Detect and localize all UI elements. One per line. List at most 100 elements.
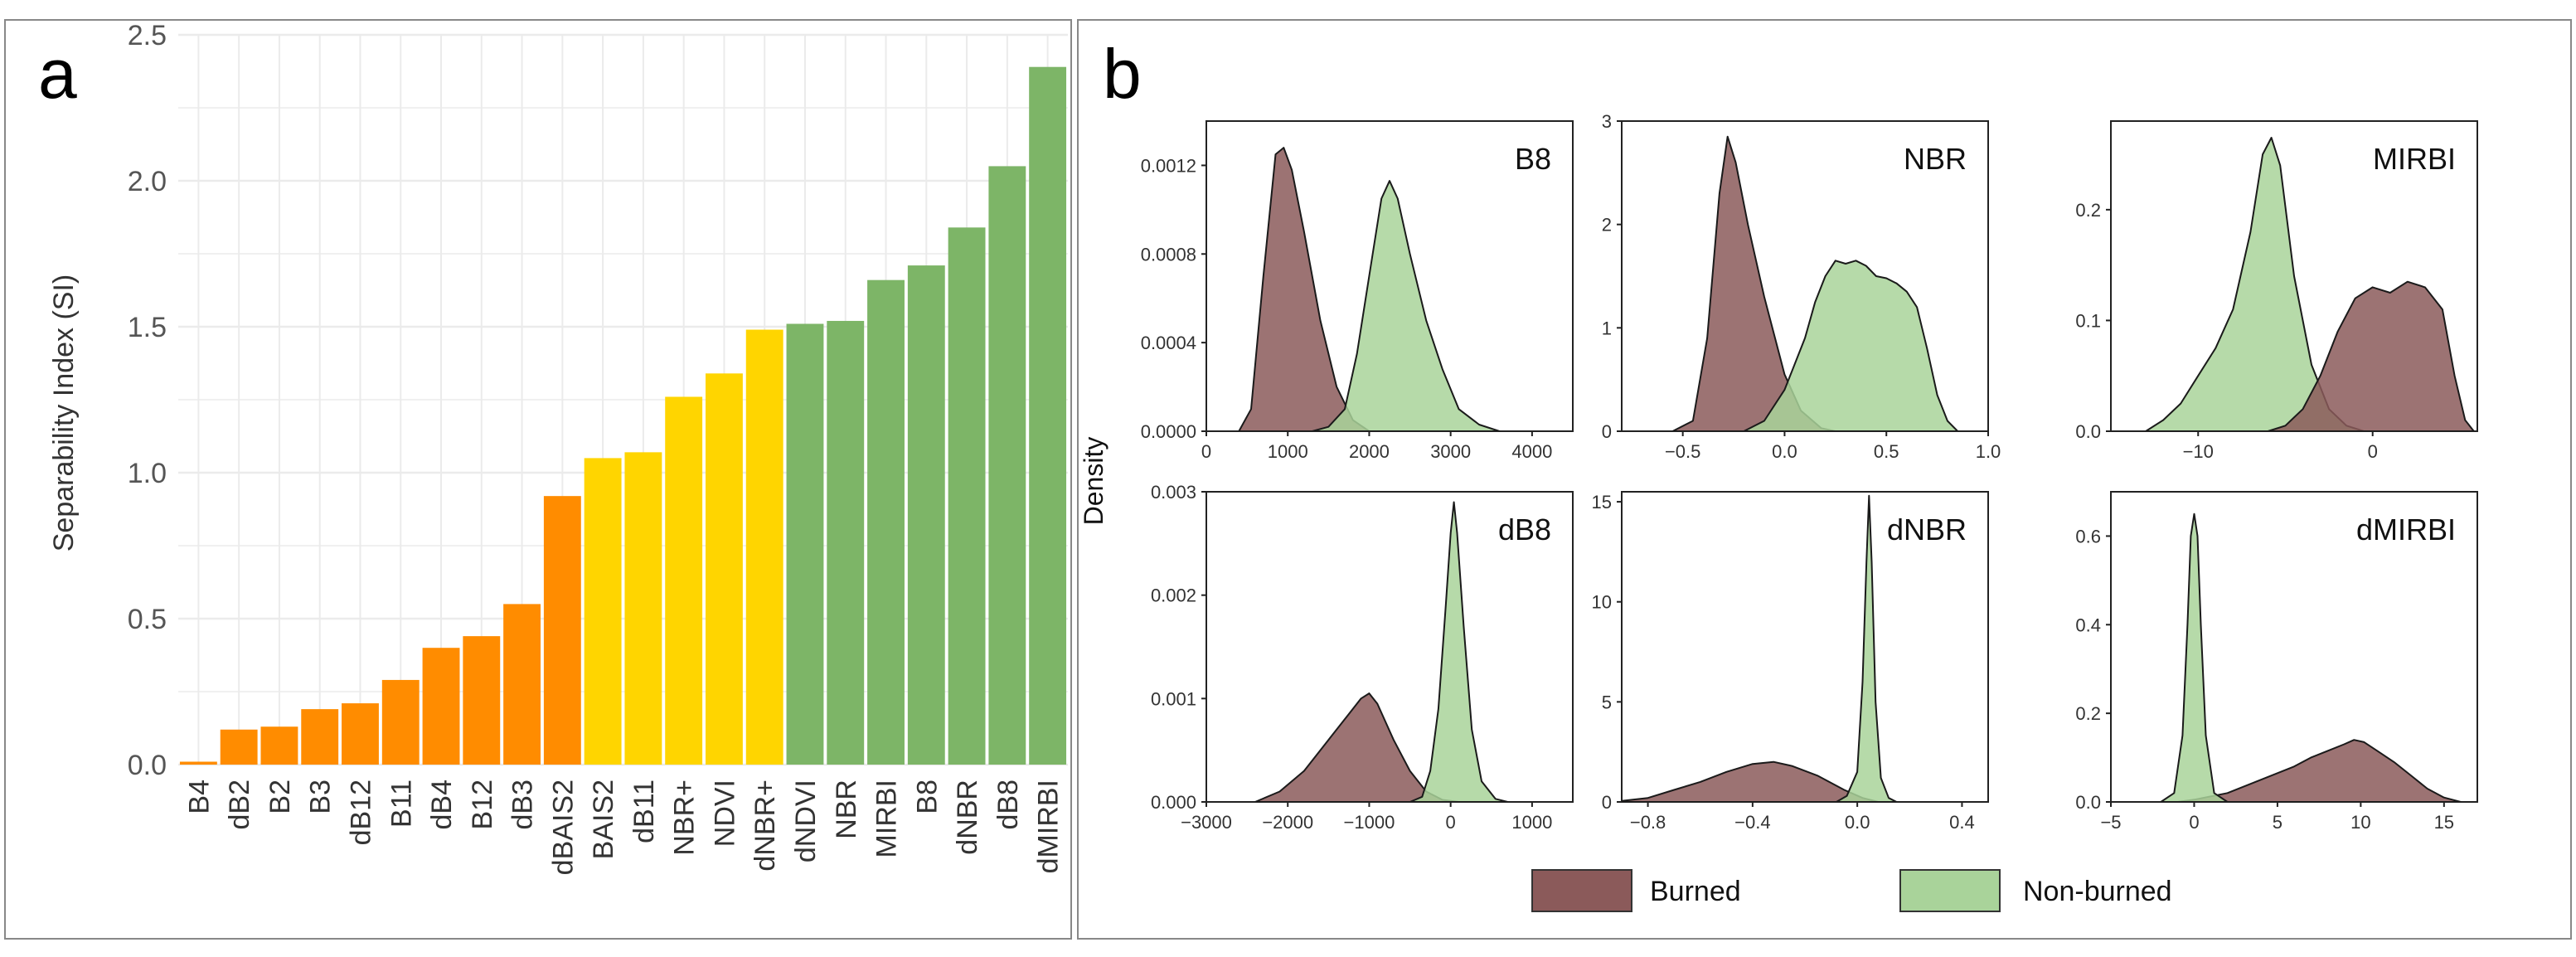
bar-dBAIS2 xyxy=(543,496,581,765)
density-y-tick-label: 2 xyxy=(1602,215,1612,236)
density-x-tick-label: −3000 xyxy=(1181,812,1232,833)
bar-x-tick-label: dNBR xyxy=(952,780,983,855)
bar-x-tick-label: B4 xyxy=(183,780,215,814)
bar-x-tick-label: B12 xyxy=(467,780,498,830)
panel-a-frame xyxy=(4,19,1072,940)
density-panel-border xyxy=(2110,491,2478,803)
bar-dB11 xyxy=(624,452,662,765)
density-panel-dB8: dB8 0.000 0.001 0.002 0.003 −3000 −2000 −1000 0 1… xyxy=(1151,482,1574,833)
density-x-tick-label: 15 xyxy=(2434,812,2454,833)
bar-x-tick-label: dMIRBI xyxy=(1033,780,1065,873)
density-x-tick-label: −10 xyxy=(2183,441,2214,462)
bar-dB2 xyxy=(220,729,258,765)
bar-y-tick-label: 2.0 xyxy=(128,166,167,197)
bar-x-tick-label: dB4 xyxy=(426,780,458,830)
bar-NBR+ xyxy=(665,396,703,765)
density-y-tick-label: 1 xyxy=(1602,318,1612,338)
density-x-tick-label: −0.8 xyxy=(1630,812,1666,833)
panel-b-letter: b xyxy=(1103,35,1142,113)
density-panel-title: dB8 xyxy=(1498,513,1551,547)
bar-B8 xyxy=(907,265,945,765)
density-y-tick-label: 0 xyxy=(1602,421,1612,442)
density-x-tick-label: 3000 xyxy=(1430,441,1471,462)
density-x-tick-label: 0.0 xyxy=(1772,441,1797,462)
density-y-tick-label: 0.6 xyxy=(2075,526,2101,547)
density-x-tick-label: 10 xyxy=(2350,812,2370,833)
density-x-tick-label: 1000 xyxy=(1511,812,1552,833)
density-curve-burned xyxy=(2176,739,2462,802)
bar-x-tick-label: MIRBI xyxy=(871,780,903,857)
density-x-tick-label: 0.4 xyxy=(1949,812,1975,833)
density-y-axis-label: Density xyxy=(1079,437,1109,526)
density-y-tick-label: 0.0008 xyxy=(1141,244,1196,265)
bar-y-tick-label: 1.0 xyxy=(128,458,167,489)
density-panel-B8: B8 0.0000 0.0004 0.0008 0.0012 0 1000 2000 3000 4… xyxy=(1141,120,1574,462)
bar-y-tick-label: 1.5 xyxy=(128,312,167,343)
bar-x-tick-label: NDVI xyxy=(709,780,740,847)
bar-dMIRBI xyxy=(1029,66,1067,765)
density-y-tick-label: 0.0000 xyxy=(1141,421,1196,442)
density-y-tick-label: 15 xyxy=(1592,492,1612,513)
density-curve-burned xyxy=(2267,280,2475,431)
density-x-tick-label: −5 xyxy=(2100,812,2121,833)
bar-dB4 xyxy=(422,648,460,765)
bar-dNBR+ xyxy=(745,329,783,765)
density-curve-nonburned xyxy=(1311,180,1501,431)
density-y-tick-label: 0.0 xyxy=(2075,421,2101,442)
density-x-tick-label: −0.5 xyxy=(1665,441,1700,462)
legend-burned-label: Burned xyxy=(1650,876,1741,907)
density-x-tick-label: 0 xyxy=(2189,812,2199,833)
legend-nonburned-label: Non-burned xyxy=(2023,876,2172,907)
density-x-tick-label: −0.4 xyxy=(1734,812,1770,833)
density-y-tick-label: 0.0 xyxy=(2075,792,2101,813)
density-y-tick-label: 0.002 xyxy=(1151,585,1196,606)
density-y-tick-label: 10 xyxy=(1592,592,1612,613)
density-y-tick-label: 5 xyxy=(1602,692,1612,712)
bar-y-tick-label: 0.5 xyxy=(128,604,167,635)
bar-dB12 xyxy=(342,703,379,765)
bar-dNBR xyxy=(948,227,986,765)
bar-x-tick-label: dB2 xyxy=(224,780,255,830)
density-y-tick-label: 0.2 xyxy=(2075,703,2101,724)
density-curve-nonburned xyxy=(2160,513,2229,802)
density-x-tick-label: 5 xyxy=(2273,812,2283,833)
density-panel-title: dNBR xyxy=(1887,513,1967,547)
density-x-tick-label: −1000 xyxy=(1344,812,1395,833)
density-x-tick-label: 0.5 xyxy=(1874,441,1899,462)
bar-MIRBI xyxy=(867,279,905,765)
density-y-tick-label: 0.001 xyxy=(1151,688,1196,709)
bar-x-tick-label: BAIS2 xyxy=(588,780,619,859)
density-y-tick-label: 0.003 xyxy=(1151,482,1196,503)
density-curve-nonburned xyxy=(1743,260,1959,431)
density-y-tick-label: 3 xyxy=(1602,111,1612,132)
bar-dB8 xyxy=(988,166,1026,765)
density-panel-dNBR: dNBR 0 5 10 15 −0.8 −0.4 0.0 0.4 xyxy=(1592,491,1989,833)
bar-x-tick-label: dNDVI xyxy=(790,780,822,862)
density-x-tick-label: 4000 xyxy=(1511,441,1552,462)
density-panel-title: NBR xyxy=(1904,142,1967,176)
bar-dNDVI xyxy=(786,323,824,765)
bar-B2 xyxy=(260,726,298,765)
density-panel-title: MIRBI xyxy=(2373,142,2456,176)
bar-x-tick-label: B3 xyxy=(305,780,337,814)
density-y-tick-label: 0.000 xyxy=(1151,792,1196,813)
panel-b-frame xyxy=(1077,19,2572,940)
panel-a-letter: a xyxy=(38,35,77,113)
density-curve-nonburned xyxy=(1835,494,1898,802)
density-y-tick-label: 0.2 xyxy=(2075,200,2101,221)
bar-BAIS2 xyxy=(584,458,622,765)
density-x-tick-label: 0 xyxy=(1201,441,1211,462)
density-y-tick-label: 0.1 xyxy=(2075,310,2101,331)
bar-x-tick-label: dB12 xyxy=(345,780,376,845)
density-panel-title: B8 xyxy=(1515,142,1551,176)
density-x-tick-label: 1000 xyxy=(1268,441,1308,462)
density-curve-nonburned xyxy=(1409,501,1509,802)
legend: Burned Non-burned xyxy=(1531,869,2172,912)
bar-x-tick-label: dBAIS2 xyxy=(547,780,579,875)
density-x-tick-label: 0.0 xyxy=(1845,812,1870,833)
density-y-tick-label: 0.0012 xyxy=(1141,155,1196,176)
bar-B11 xyxy=(381,679,420,765)
density-x-tick-label: 0 xyxy=(1446,812,1456,833)
bar-series xyxy=(179,66,1067,765)
